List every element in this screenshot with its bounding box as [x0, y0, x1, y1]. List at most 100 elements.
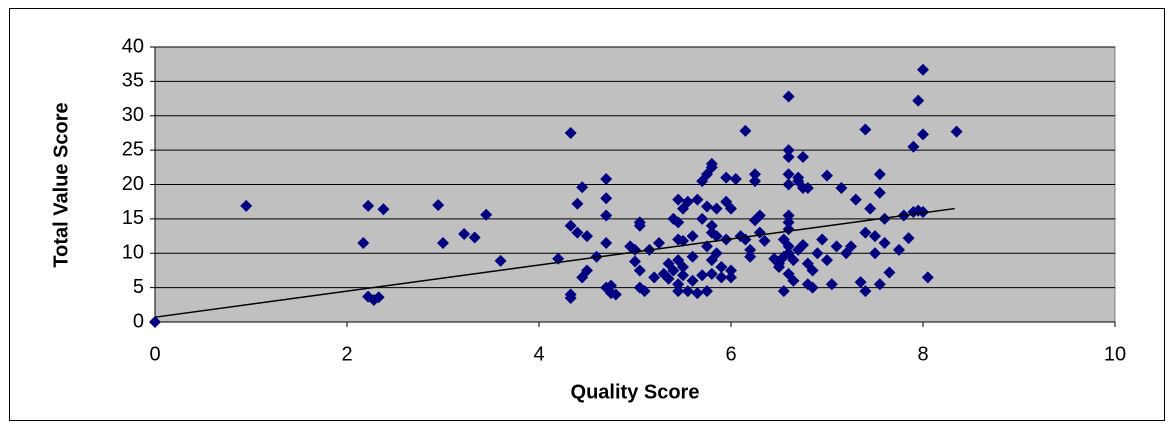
x-tick-label: 4: [533, 343, 544, 365]
data-point: [917, 63, 929, 76]
y-tick-label: 15: [122, 207, 144, 229]
data-point: [811, 247, 824, 260]
data-point: [468, 231, 481, 244]
y-tick-label: 40: [122, 35, 144, 57]
data-point: [883, 266, 896, 279]
data-point: [821, 254, 833, 267]
data-point: [725, 264, 737, 277]
data-point: [633, 264, 646, 277]
data-point: [362, 199, 375, 212]
x-tick-label: 6: [725, 343, 736, 365]
data-point: [878, 212, 891, 225]
data-point: [701, 200, 713, 213]
y-tick-label: 0: [133, 310, 144, 332]
data-point: [681, 195, 694, 208]
data-point: [638, 285, 651, 298]
data-point: [605, 279, 617, 292]
x-tick-label: 0: [149, 343, 160, 365]
data-point: [432, 199, 445, 212]
data-point: [705, 219, 718, 232]
data-point: [917, 206, 929, 218]
data-point: [696, 212, 709, 225]
data-point: [633, 219, 646, 232]
data-point: [672, 285, 685, 298]
data-point: [912, 94, 925, 107]
data-point: [869, 230, 881, 243]
data-point: [564, 219, 577, 232]
data-point: [773, 261, 785, 273]
data-point: [705, 157, 718, 170]
y-axis-title: Total Value Score: [50, 102, 72, 267]
data-point: [458, 228, 471, 240]
data-point: [821, 169, 833, 182]
data-point: [749, 168, 761, 181]
data-point: [691, 193, 704, 206]
data-point: [648, 271, 661, 284]
data-point: [600, 192, 613, 205]
x-tick-label: 2: [341, 343, 352, 365]
data-point: [739, 124, 752, 137]
data-point: [830, 240, 843, 253]
data-point: [758, 234, 771, 247]
data-point: [686, 274, 699, 287]
data-point: [710, 230, 723, 243]
data-point: [950, 125, 963, 138]
data-point: [849, 193, 862, 206]
data-point: [696, 269, 709, 282]
data-point: [873, 278, 886, 291]
data-point: [782, 144, 795, 157]
y-tick-label: 10: [122, 242, 144, 264]
data-point: [873, 168, 886, 181]
data-point: [845, 240, 857, 253]
data-point: [377, 203, 390, 216]
data-point: [691, 287, 704, 300]
data-point: [653, 236, 665, 249]
data-point: [806, 281, 819, 294]
data-point: [782, 90, 795, 103]
data-point: [744, 250, 757, 263]
data-point: [720, 171, 733, 184]
data-point: [729, 173, 742, 185]
data-point: [357, 236, 370, 249]
data-point: [854, 276, 867, 289]
data-point: [782, 168, 795, 181]
data-point: [710, 202, 723, 215]
data-point: [869, 247, 881, 260]
data-point: [744, 243, 757, 256]
x-axis-title: Quality Score: [571, 381, 700, 403]
data-point: [600, 236, 613, 249]
data-point: [681, 285, 694, 298]
data-point: [667, 264, 680, 277]
data-point: [571, 226, 584, 239]
data-point: [372, 291, 385, 304]
x-tick-label: 10: [1104, 343, 1126, 365]
data-point: [629, 255, 641, 268]
data-point: [581, 230, 593, 243]
data-point: [878, 236, 891, 249]
marks: [149, 63, 963, 328]
data-point: [749, 175, 761, 188]
data-point: [494, 254, 507, 267]
data-point: [564, 291, 577, 304]
data-point: [864, 202, 877, 215]
data-point: [672, 193, 685, 206]
y-tick-label: 20: [122, 173, 144, 195]
data-point: [782, 216, 795, 229]
data-point: [705, 267, 718, 280]
data-point: [859, 285, 872, 298]
trendline: [154, 207, 955, 318]
data-point: [480, 208, 493, 221]
data-point: [672, 278, 685, 291]
data-point: [801, 181, 814, 194]
y-tick-label: 25: [122, 138, 144, 160]
data-point: [893, 243, 905, 256]
y-tick-label: 35: [122, 70, 144, 92]
data-point: [149, 316, 161, 328]
data-point: [571, 197, 584, 210]
y-tick-label: 5: [133, 276, 144, 298]
data-point: [873, 186, 886, 199]
data-point: [816, 233, 829, 246]
data-point: [787, 254, 800, 267]
